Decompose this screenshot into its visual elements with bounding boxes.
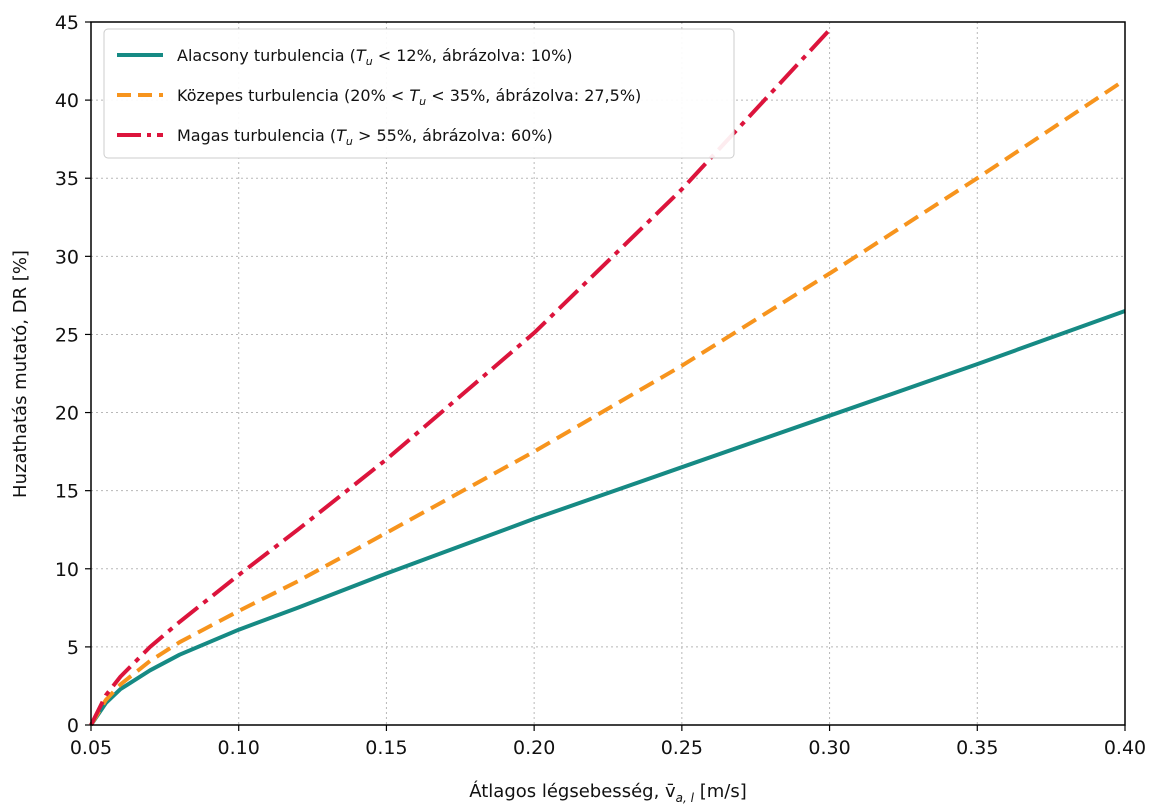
legend-label-medium: Közepes turbulencia (20% < Tu < 35%, ábr… (177, 86, 641, 108)
tick-labels: 0.05 0.10 0.15 0.20 0.25 0.30 0.35 0.40 0 5 10 15 20… (55, 12, 1146, 759)
legend-label-medium-sub: u (419, 95, 426, 108)
legend-label-low-symbol: T (356, 46, 367, 65)
y-tick-label: 0 (67, 715, 79, 737)
ticks (85, 21, 1126, 731)
legend-label-medium-post: < 35%, ábrázolva: 27,5%) (426, 86, 641, 105)
x-tick-label: 0.05 (70, 737, 112, 759)
x-tick-label: 0.20 (513, 737, 555, 759)
x-axis-title-main: Átlagos légsebesség, v̄ (469, 780, 676, 802)
legend-label-low: Alacsony turbulencia (Tu < 12%, ábrázolv… (177, 46, 573, 68)
legend-label-low-pre: Alacsony turbulencia ( (177, 46, 356, 65)
x-axis-title: Átlagos légsebesség, v̄a, l [m/s] (469, 780, 747, 805)
x-tick-label: 0.15 (365, 737, 407, 759)
legend-label-high-post: > 55%, ábrázolva: 60%) (353, 126, 553, 145)
y-tick-label: 35 (55, 168, 79, 190)
plot-frame (90, 21, 1126, 726)
y-axis-title: Huzathatás mutató, DR [%] (10, 250, 31, 498)
x-tick-label: 0.35 (956, 737, 998, 759)
legend-label-low-sub: u (366, 55, 373, 68)
y-tick-label: 40 (55, 90, 79, 112)
legend-label-low-post: < 12%, ábrázolva: 10%) (373, 46, 573, 65)
legend-label-high-symbol: T (336, 126, 347, 145)
y-tick-label: 25 (55, 324, 79, 346)
x-tick-label: 0.25 (661, 737, 703, 759)
x-tick-label: 0.10 (218, 737, 260, 759)
y-tick-label: 10 (55, 559, 79, 581)
x-tick-label: 0.30 (808, 737, 850, 759)
series-line-high (89, 28, 832, 726)
legend-label-high: Magas turbulencia (Tu > 55%, ábrázolva: … (177, 126, 553, 148)
x-axis-title-subscript: a, l (676, 791, 695, 805)
x-axis-title-unit: [m/s] (694, 781, 747, 802)
series-line-low (89, 309, 1126, 727)
y-tick-label: 45 (55, 12, 79, 34)
x-tick-label: 0.40 (1104, 737, 1146, 759)
legend-label-medium-symbol: T (409, 86, 420, 105)
legend-label-high-sub: u (346, 135, 353, 148)
legend-label-medium-pre: Közepes turbulencia (20% < (177, 86, 409, 105)
legend-box (103, 28, 735, 159)
series-group (89, 28, 1127, 727)
y-tick-label: 30 (55, 246, 79, 268)
y-tick-label: 15 (55, 481, 79, 503)
legend-label-high-pre: Magas turbulencia ( (177, 126, 336, 145)
legend: Alacsony turbulencia (Tu < 12%, ábrázolv… (103, 28, 735, 159)
y-tick-label: 5 (67, 637, 79, 659)
series-line-medium (89, 78, 1127, 727)
y-tick-label: 20 (55, 403, 79, 425)
